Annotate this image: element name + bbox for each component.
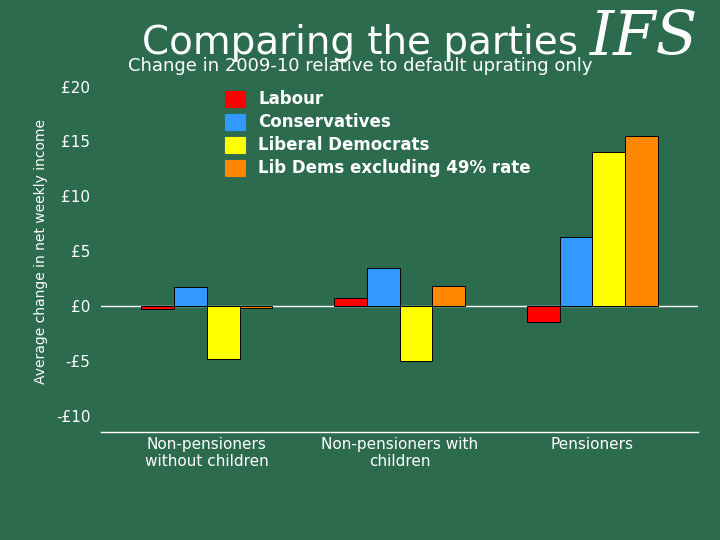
- Legend: Labour, Conservatives, Liberal Democrats, Lib Dems excluding 49% rate: Labour, Conservatives, Liberal Democrats…: [217, 82, 539, 186]
- Bar: [593, 152, 625, 306]
- Bar: [527, 306, 559, 322]
- Text: Comparing the parties: Comparing the parties: [142, 24, 578, 62]
- Y-axis label: Average change in net weekly income: Average change in net weekly income: [34, 119, 48, 383]
- Bar: [625, 136, 658, 306]
- Bar: [334, 298, 366, 306]
- Bar: [174, 287, 207, 306]
- Bar: [559, 237, 593, 306]
- Text: Change in 2009-10 relative to default uprating only: Change in 2009-10 relative to default up…: [127, 57, 593, 75]
- Bar: [141, 306, 174, 309]
- Bar: [207, 306, 240, 359]
- Bar: [400, 306, 433, 361]
- Text: IFS: IFS: [590, 8, 698, 68]
- Bar: [240, 306, 272, 308]
- Bar: [433, 286, 465, 306]
- Bar: [366, 267, 400, 306]
